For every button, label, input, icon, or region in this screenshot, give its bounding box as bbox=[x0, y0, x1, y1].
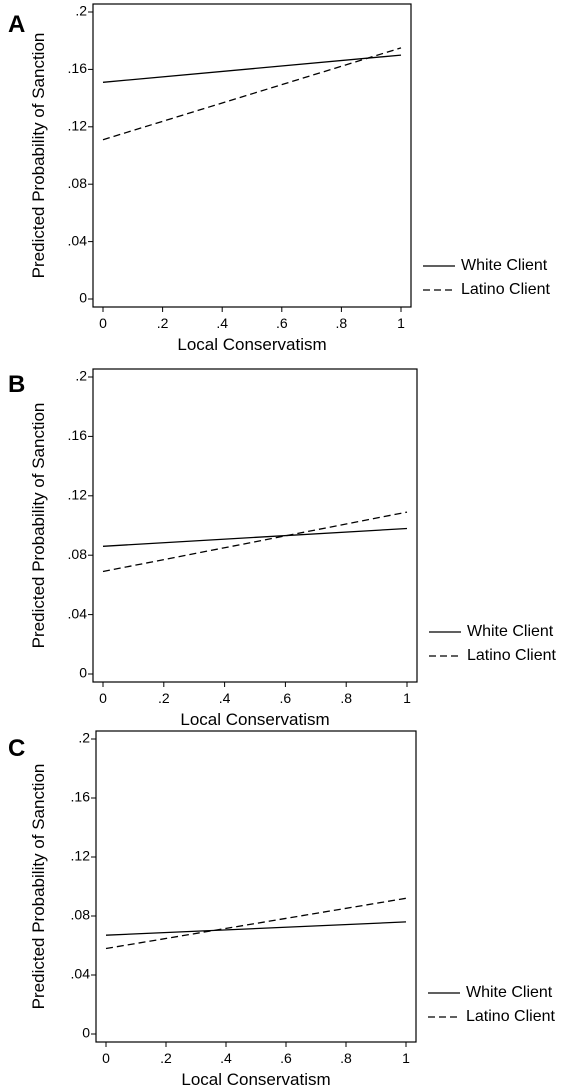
plot-frame bbox=[92, 368, 418, 683]
chart-panel-b: B 0 .04 .08 .12 .16 .2 0 .2 .4 .6 .8 1 Local Conserva… bbox=[8, 368, 557, 729]
y-tick-label: 0 bbox=[79, 290, 87, 306]
x-tick-label: .2 bbox=[160, 1050, 172, 1066]
x-tick-label: .4 bbox=[216, 315, 228, 331]
legend: White Client Latino Client bbox=[423, 257, 551, 298]
y-axis-title: Predicted Probability of Sanction bbox=[29, 403, 48, 649]
x-tick-label: 0 bbox=[102, 1050, 110, 1066]
y-tick-label: .04 bbox=[71, 966, 91, 982]
y-tick-label: .04 bbox=[68, 232, 88, 248]
x-tick-label: .8 bbox=[340, 1050, 352, 1066]
series-line-white-client bbox=[105, 921, 407, 936]
chart-panel-a: A 0 .04 .08 .12 .16 .2 0 .2 .4 .6 .8 1 Local Conserva… bbox=[8, 3, 551, 354]
y-axis-title: Predicted Probability of Sanction bbox=[29, 33, 48, 279]
legend: White Client Latino Client bbox=[428, 984, 556, 1025]
x-tick-label: .6 bbox=[276, 315, 288, 331]
legend-label: White Client bbox=[461, 257, 548, 274]
series-line-latino-client bbox=[102, 511, 408, 573]
y-tick-label: .2 bbox=[78, 730, 90, 746]
x-axis-title: Local Conservatism bbox=[180, 710, 329, 729]
y-tick-label: .12 bbox=[71, 848, 91, 864]
series-line-white-client bbox=[102, 54, 402, 83]
x-tick-label: .2 bbox=[158, 690, 170, 706]
x-tick-label: .6 bbox=[280, 1050, 292, 1066]
legend-label: Latino Client bbox=[466, 1008, 556, 1025]
x-tick-label: 1 bbox=[403, 690, 411, 706]
y-tick-label: 0 bbox=[82, 1025, 90, 1041]
x-tick-label: .6 bbox=[280, 690, 292, 706]
x-tick-label: 1 bbox=[397, 315, 405, 331]
y-tick-label: .04 bbox=[68, 605, 88, 621]
plot-frame bbox=[92, 3, 412, 308]
legend: White Client Latino Client bbox=[429, 623, 557, 664]
x-axis-title: Local Conservatism bbox=[181, 1070, 330, 1086]
panel-letter: B bbox=[8, 371, 25, 398]
y-tick-label: .12 bbox=[68, 118, 88, 134]
legend-label: Latino Client bbox=[461, 281, 551, 298]
y-tick-label: .2 bbox=[75, 368, 87, 384]
y-tick-label: .16 bbox=[68, 427, 88, 443]
x-tick-label: 0 bbox=[99, 690, 107, 706]
y-tick-label: .16 bbox=[71, 789, 91, 805]
y-tick-label: .08 bbox=[68, 546, 88, 562]
y-tick-label: .08 bbox=[71, 907, 91, 923]
legend-label: White Client bbox=[466, 984, 553, 1001]
x-tick-label: .4 bbox=[220, 1050, 232, 1066]
x-axis-title: Local Conservatism bbox=[177, 335, 326, 354]
y-tick-label: 0 bbox=[79, 665, 87, 681]
legend-label: White Client bbox=[467, 623, 554, 640]
panel-letter: A bbox=[8, 11, 25, 38]
y-tick-label: .08 bbox=[68, 175, 88, 191]
y-tick-label: .12 bbox=[68, 487, 88, 503]
y-tick-label: .16 bbox=[68, 60, 88, 76]
series-line-latino-client bbox=[102, 47, 402, 141]
chart-panel-c: C 0 .04 .08 .12 .16 .2 0 .2 .4 .6 .8 1 Local Conserva… bbox=[8, 730, 556, 1086]
panel-letter: C bbox=[8, 735, 25, 762]
x-tick-label: .2 bbox=[157, 315, 169, 331]
x-tick-label: .8 bbox=[336, 315, 348, 331]
series-line-latino-client bbox=[105, 897, 407, 950]
x-tick-label: 1 bbox=[402, 1050, 410, 1066]
plot-frame bbox=[95, 730, 417, 1043]
x-tick-label: .4 bbox=[219, 690, 231, 706]
legend-label: Latino Client bbox=[467, 647, 557, 664]
series-line-white-client bbox=[102, 527, 408, 547]
x-tick-label: 0 bbox=[99, 315, 107, 331]
y-tick-label: .2 bbox=[75, 3, 87, 19]
y-axis-title: Predicted Probability of Sanction bbox=[29, 764, 48, 1010]
x-tick-label: .8 bbox=[340, 690, 352, 706]
